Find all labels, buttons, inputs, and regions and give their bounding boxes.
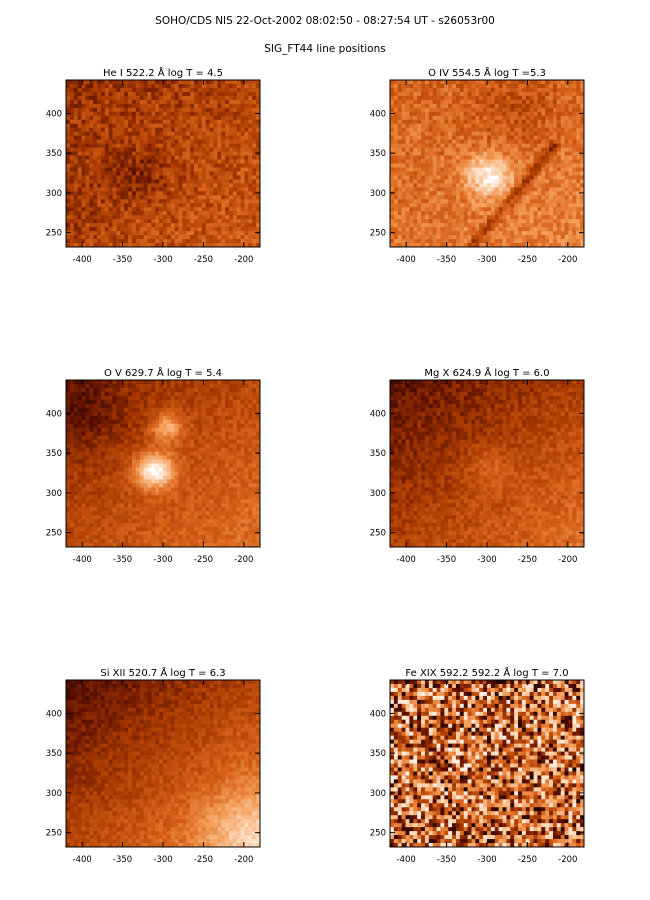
x-tick-label: -250 (194, 855, 213, 865)
panel-title: Si XII 520.7 Å log T = 6.3 (100, 666, 225, 679)
x-tick-label: -200 (234, 255, 253, 265)
panel-title: Fe XIX 592.2 592.2 Å log T = 7.0 (405, 666, 568, 679)
x-tick-label: -300 (153, 555, 172, 565)
heatmap-image (390, 680, 585, 848)
x-tick-label: -250 (194, 555, 213, 565)
y-tick-label: 350 (46, 149, 62, 159)
y-tick-label: 400 (370, 709, 386, 719)
x-tick-label: -200 (234, 855, 253, 865)
panel-6: Fe XIX 592.2 592.2 Å log T = 7.0 -400 -350… (370, 666, 585, 865)
x-tick-label: -400 (73, 255, 92, 265)
heatmap-image (66, 680, 261, 848)
y-tick-label: 400 (46, 709, 62, 719)
panel-title: He I 522.2 Å log T = 4.5 (103, 66, 223, 79)
x-tick-label: -300 (153, 855, 172, 865)
y-tick-label: 250 (370, 229, 386, 239)
x-tick-label: -400 (397, 255, 416, 265)
y-tick-label: 350 (46, 449, 62, 459)
y-tick-label: 250 (46, 229, 62, 239)
y-tick-label: 300 (370, 489, 386, 499)
heatmap-image (66, 380, 261, 548)
x-tick-label: -400 (397, 555, 416, 565)
x-tick-label: -250 (518, 555, 537, 565)
x-tick-label: -350 (437, 855, 456, 865)
x-tick-label: -400 (73, 855, 92, 865)
x-tick-label: -250 (518, 855, 537, 865)
y-tick-label: 350 (370, 449, 386, 459)
heatmap-image (390, 380, 585, 548)
x-tick-label: -200 (558, 855, 577, 865)
x-tick-label: -400 (73, 555, 92, 565)
y-tick-label: 300 (370, 789, 386, 799)
y-tick-label: 300 (46, 489, 62, 499)
heatmap-image (390, 80, 585, 248)
panel-3: O V 629.7 Å log T = 5.4 -400 -350 -300 -250 -… (46, 366, 261, 565)
x-tick-label: -300 (477, 855, 496, 865)
x-tick-label: -250 (194, 255, 213, 265)
y-tick-label: 250 (370, 529, 386, 539)
x-tick-label: -350 (113, 555, 132, 565)
x-tick-label: -400 (397, 855, 416, 865)
y-tick-label: 250 (46, 829, 62, 839)
y-tick-label: 350 (370, 749, 386, 759)
y-tick-label: 400 (370, 409, 386, 419)
panel-1: He I 522.2 Å log T = 4.5 -400 -350 -300 -250… (46, 66, 261, 265)
y-tick-label: 350 (370, 149, 386, 159)
y-tick-label: 300 (46, 189, 62, 199)
y-tick-label: 300 (46, 789, 62, 799)
x-tick-label: -200 (558, 555, 577, 565)
x-tick-label: -200 (234, 555, 253, 565)
panel-title: O V 629.7 Å log T = 5.4 (104, 366, 222, 379)
x-tick-label: -250 (518, 255, 537, 265)
x-tick-label: -350 (113, 255, 132, 265)
figure-title: SOHO/CDS NIS 22-Oct-2002 08:02:50 - 08:2… (155, 15, 495, 27)
y-tick-label: 300 (370, 189, 386, 199)
x-tick-label: -200 (558, 255, 577, 265)
panel-5: Si XII 520.7 Å log T = 6.3 -400 -350 -300 -2… (46, 666, 261, 865)
x-tick-label: -300 (477, 255, 496, 265)
x-tick-label: -300 (477, 555, 496, 565)
x-tick-label: -350 (113, 855, 132, 865)
y-tick-label: 400 (46, 109, 62, 119)
panel-title: O IV 554.5 Å log T =5.3 (428, 66, 546, 79)
y-tick-label: 400 (46, 409, 62, 419)
panel-title: Mg X 624.9 Å log T = 6.0 (424, 366, 549, 379)
panel-4: Mg X 624.9 Å log T = 6.0 -400 -350 -300 -250… (370, 366, 585, 565)
y-tick-label: 250 (46, 529, 62, 539)
x-tick-label: -350 (437, 555, 456, 565)
x-tick-label: -300 (153, 255, 172, 265)
y-tick-label: 400 (370, 109, 386, 119)
y-tick-label: 250 (370, 829, 386, 839)
panel-2: O IV 554.5 Å log T =5.3 -400 -350 -300 -250 -… (370, 66, 585, 265)
y-tick-label: 350 (46, 749, 62, 759)
heatmap-image (66, 80, 261, 248)
figure-subtitle: SIG_FT44 line positions (264, 43, 386, 55)
x-tick-label: -350 (437, 255, 456, 265)
